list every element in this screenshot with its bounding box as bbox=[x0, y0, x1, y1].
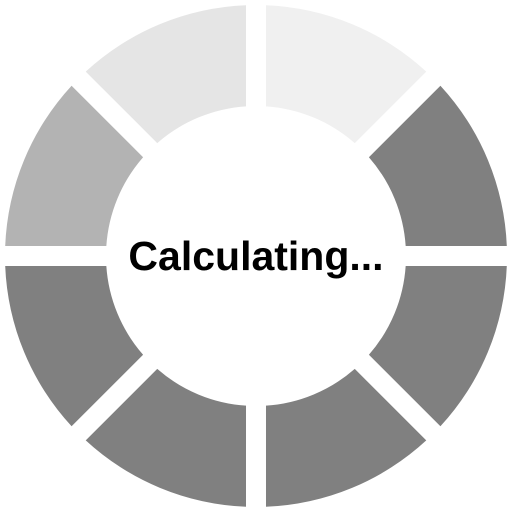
spinner-segment-left-top bbox=[5, 85, 144, 247]
spinner-segment-right-bottom bbox=[368, 265, 507, 427]
spinner-segment-top-left bbox=[85, 5, 247, 144]
spinner-segment-right-top bbox=[368, 85, 507, 247]
spinner-segment-top-right bbox=[265, 5, 427, 144]
spinner-segment-bottom-left bbox=[85, 368, 247, 507]
spinner-segment-left-bottom bbox=[5, 265, 144, 427]
spinner-segment-bottom-right bbox=[265, 368, 427, 507]
